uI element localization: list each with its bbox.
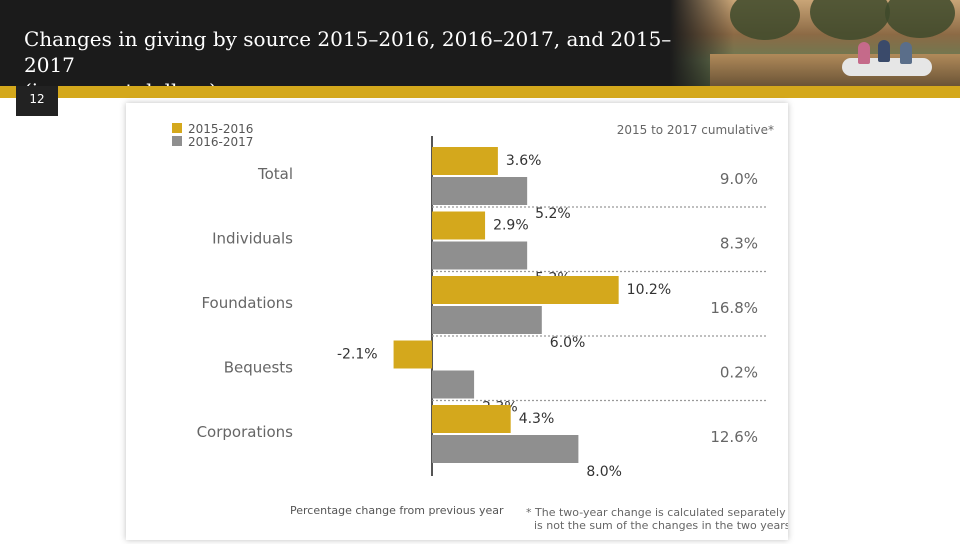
header-photo xyxy=(670,0,960,86)
page-number: 12 xyxy=(16,86,58,116)
data-label: 6.0% xyxy=(550,335,586,351)
category-label: Foundations xyxy=(201,294,293,312)
data-label: 10.2% xyxy=(627,282,671,298)
cumulative-title: 2015 to 2017 cumulative* xyxy=(617,123,774,137)
bar-series1 xyxy=(432,147,498,175)
bar-series1 xyxy=(432,405,511,433)
data-label: 8.0% xyxy=(586,464,622,480)
header: Changes in giving by source 2015–2016, 2… xyxy=(0,0,960,86)
cumulative-value: 12.6% xyxy=(710,428,758,446)
cumulative-value: 8.3% xyxy=(720,235,758,253)
bar-series1 xyxy=(432,211,486,240)
cumulative-value: 9.0% xyxy=(720,170,758,188)
bar-series2 xyxy=(432,370,475,399)
accent-bar xyxy=(0,86,960,98)
x-axis-label: Percentage change from previous year xyxy=(290,504,504,517)
legend-swatch-1 xyxy=(172,123,182,133)
legend-label-2: 2016-2017 xyxy=(188,135,253,149)
cumulative-value: 0.2% xyxy=(720,364,758,382)
category-label: Corporations xyxy=(197,423,294,441)
chart-panel: 2015-2016 2016-2017 2015 to 2017 cumulativ… xyxy=(126,103,810,540)
legend-swatch-2 xyxy=(172,136,182,146)
data-label: 2.9% xyxy=(493,218,529,234)
category-label: Total xyxy=(257,165,293,183)
cumulative-value: 16.8% xyxy=(710,299,758,317)
bar-series1 xyxy=(393,340,432,369)
category-label: Bequests xyxy=(224,359,293,377)
category-label: Individuals xyxy=(212,230,293,248)
bar-series1 xyxy=(432,276,619,304)
bar-series2 xyxy=(432,241,528,270)
data-label: -2.1% xyxy=(337,347,378,363)
footnote-line: is not the sum of the changes in the two… xyxy=(534,519,788,532)
footnote-line: * The two-year change is calculated sepa… xyxy=(526,506,788,519)
bar-series2 xyxy=(432,306,542,334)
bar-series2 xyxy=(432,435,579,463)
data-label: 5.2% xyxy=(535,206,571,222)
data-label: 3.6% xyxy=(506,153,542,169)
legend-label-1: 2015-2016 xyxy=(188,122,253,136)
page-title: Changes in giving by source 2015–2016, 2… xyxy=(24,27,672,86)
data-label: 4.3% xyxy=(519,411,555,427)
bar-series2 xyxy=(432,177,528,205)
